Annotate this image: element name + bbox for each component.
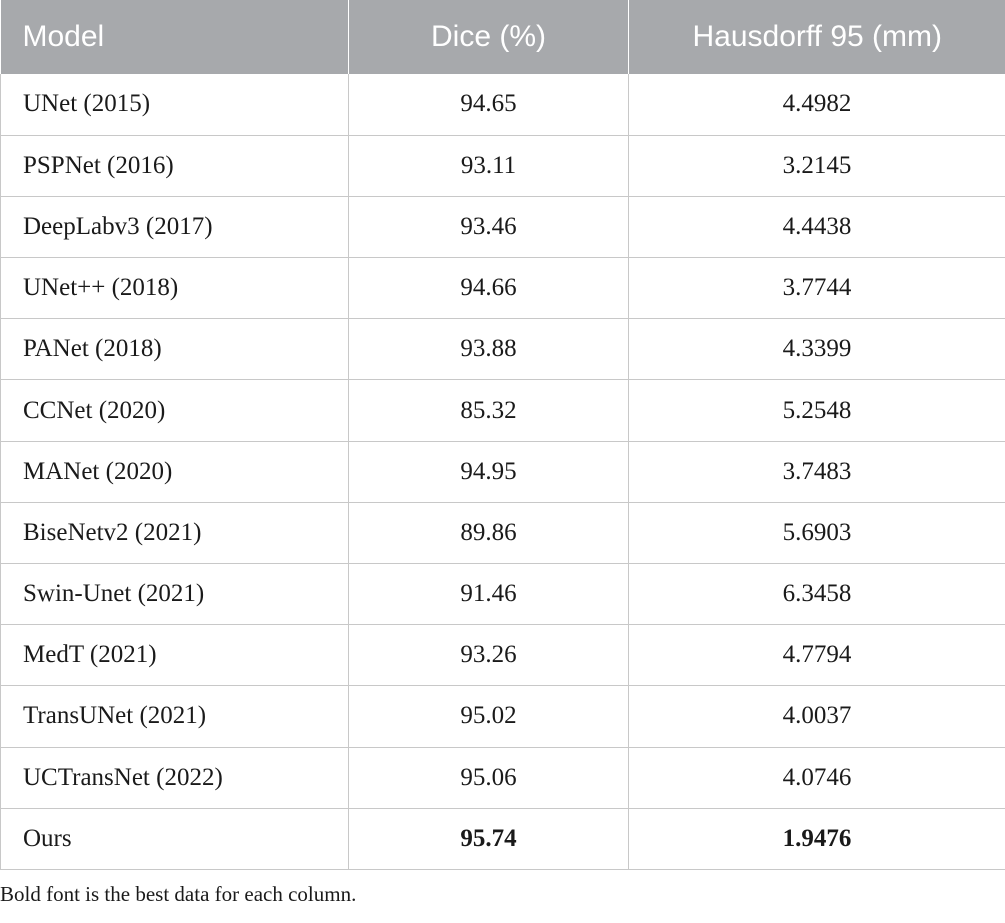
header-dice: Dice (%) <box>348 0 629 74</box>
cell-model: Ours <box>0 808 349 870</box>
cell-hausdorff: 4.4438 <box>628 196 1005 259</box>
cell-hausdorff: 5.6903 <box>628 502 1005 565</box>
cell-model: BiseNetv2 (2021) <box>0 502 349 565</box>
table-row: TransUNet (2021) 95.02 4.0037 <box>0 685 1005 748</box>
cell-dice: 94.95 <box>348 441 629 503</box>
table-row: MANet (2020) 94.95 3.7483 <box>0 441 1005 503</box>
cell-hausdorff: 6.3458 <box>628 563 1005 626</box>
cell-dice: 93.11 <box>348 135 629 197</box>
table-header: Model Dice (%) Hausdorff 95 (mm) <box>0 0 1005 74</box>
table-row: Swin-Unet (2021) 91.46 6.3458 <box>0 563 1005 626</box>
cell-model: MedT (2021) <box>0 624 349 687</box>
header-model: Model <box>22 20 105 53</box>
cell-model: Swin-Unet (2021) <box>0 563 349 626</box>
header-row: Model Dice (%) Hausdorff 95 (mm) <box>0 0 1005 74</box>
cell-dice: 93.46 <box>348 196 629 259</box>
cell-hausdorff: 3.2145 <box>628 135 1005 197</box>
cell-hausdorff: 4.7794 <box>628 624 1005 687</box>
cell-hausdorff: 1.9476 <box>628 808 1005 870</box>
table-body: UNet (2015) 94.65 4.4982 PSPNet (2016) 93.11… <box>0 74 1005 870</box>
cell-hausdorff: 4.0037 <box>628 685 1005 748</box>
table-footnote: Bold font is the best data for each colu… <box>0 882 357 906</box>
cell-model: CCNet (2020) <box>0 379 349 442</box>
table-row: CCNet (2020) 85.32 5.2548 <box>0 379 1005 442</box>
cell-model: UNet (2015) <box>0 74 349 136</box>
cell-dice: 95.06 <box>348 747 629 809</box>
table-row: Ours 95.74 1.9476 <box>0 808 1005 870</box>
cell-hausdorff: 4.4982 <box>628 74 1005 136</box>
cell-hausdorff: 3.7483 <box>628 441 1005 503</box>
table-row: DeepLabv3 (2017) 93.46 4.4438 <box>0 196 1005 259</box>
table-row: PSPNet (2016) 93.11 3.2145 <box>0 135 1005 197</box>
cell-dice: 94.66 <box>348 257 629 320</box>
cell-dice: 95.02 <box>348 685 629 748</box>
cell-model: MANet (2020) <box>0 441 349 503</box>
table-row: UCTransNet (2022) 95.06 4.0746 <box>0 747 1005 809</box>
cell-model: DeepLabv3 (2017) <box>0 196 349 259</box>
cell-dice: 94.65 <box>348 74 629 136</box>
cell-dice: 91.46 <box>348 563 629 626</box>
cell-dice: 89.86 <box>348 502 629 565</box>
cell-model: TransUNet (2021) <box>0 685 349 748</box>
cell-hausdorff: 3.7744 <box>628 257 1005 320</box>
cell-hausdorff: 5.2548 <box>628 379 1005 442</box>
table-row: UNet++ (2018) 94.66 3.7744 <box>0 257 1005 320</box>
cell-dice: 95.74 <box>348 808 629 870</box>
cell-model: PANet (2018) <box>0 318 349 381</box>
results-table: Model Dice (%) Hausdorff 95 (mm) UNet (2… <box>0 0 1005 870</box>
table-row: UNet (2015) 94.65 4.4982 <box>0 74 1005 136</box>
cell-dice: 93.26 <box>348 624 629 687</box>
table-row: PANet (2018) 93.88 4.3399 <box>0 318 1005 381</box>
cell-hausdorff: 4.3399 <box>628 318 1005 381</box>
cell-model: UNet++ (2018) <box>0 257 349 320</box>
cell-model: PSPNet (2016) <box>0 135 349 197</box>
table-row: BiseNetv2 (2021) 89.86 5.6903 <box>0 502 1005 565</box>
cell-dice: 85.32 <box>348 379 629 442</box>
cell-hausdorff: 4.0746 <box>628 747 1005 809</box>
table-row: MedT (2021) 93.26 4.7794 <box>0 624 1005 687</box>
cell-model: UCTransNet (2022) <box>0 747 349 809</box>
header-hausdorff: Hausdorff 95 (mm) <box>628 0 1005 74</box>
cell-dice: 93.88 <box>348 318 629 381</box>
